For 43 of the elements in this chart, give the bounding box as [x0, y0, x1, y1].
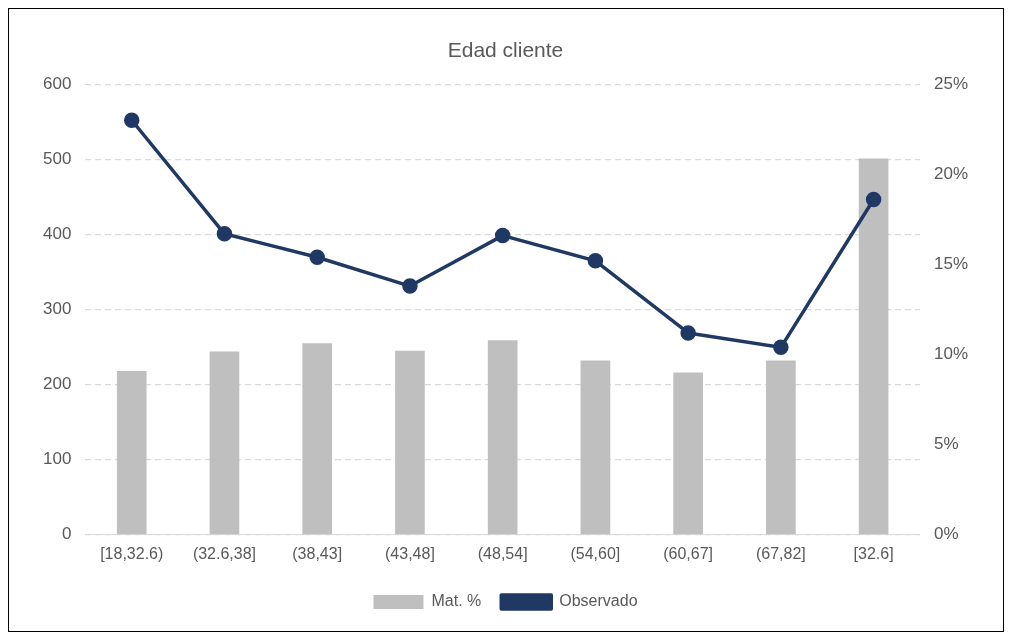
x-tick-label: (48,54]: [477, 544, 528, 562]
y-tick-label: 0: [61, 524, 72, 544]
x-tick-label: [32.6]: [853, 544, 894, 562]
x-tick-label: (32.6,38]: [192, 544, 257, 562]
bar: [673, 372, 703, 535]
bar: [766, 360, 796, 535]
point: [865, 191, 882, 208]
point: [309, 249, 325, 265]
x-tick-label: (43,48]: [385, 544, 435, 562]
bar: [858, 158, 889, 535]
x-tick-label: (67,82]: [755, 544, 806, 562]
y-tick-label: 500: [42, 148, 72, 168]
y-tick-label: 600: [42, 73, 72, 93]
x-tick-label: (60,67]: [663, 544, 714, 562]
point: [402, 278, 418, 294]
bar: [209, 351, 240, 535]
y2-tick-label: 0%: [933, 524, 959, 544]
y2-tick-label: 25%: [933, 73, 969, 93]
y2-tick-label: 5%: [933, 434, 959, 454]
bar: [580, 360, 611, 535]
y-tick-label: 300: [42, 299, 72, 319]
chart-title: Edad cliente: [447, 38, 564, 62]
legend-label: Mat. %: [431, 592, 482, 610]
y2-tick-label: 10%: [933, 344, 969, 364]
point: [123, 112, 140, 128]
point: [680, 325, 696, 341]
x-tick-label: (38,43]: [292, 544, 343, 562]
x-tick-label: [18,32.6): [100, 544, 164, 562]
y-tick-label: 200: [42, 374, 72, 394]
x-tick-label: (54,60]: [570, 544, 621, 562]
point: [773, 339, 789, 356]
y-tick-label: 100: [42, 449, 72, 469]
y2-tick-label: 20%: [933, 164, 969, 184]
bar: [487, 340, 518, 535]
bar: [395, 350, 425, 535]
point: [494, 227, 511, 244]
bar: [116, 371, 147, 535]
y2-tick-label: 15%: [933, 254, 969, 274]
bar: [302, 343, 333, 535]
legend-label: Observado: [559, 592, 638, 610]
y-tick-label: 400: [42, 224, 72, 244]
point: [587, 253, 604, 269]
point: [216, 226, 233, 242]
